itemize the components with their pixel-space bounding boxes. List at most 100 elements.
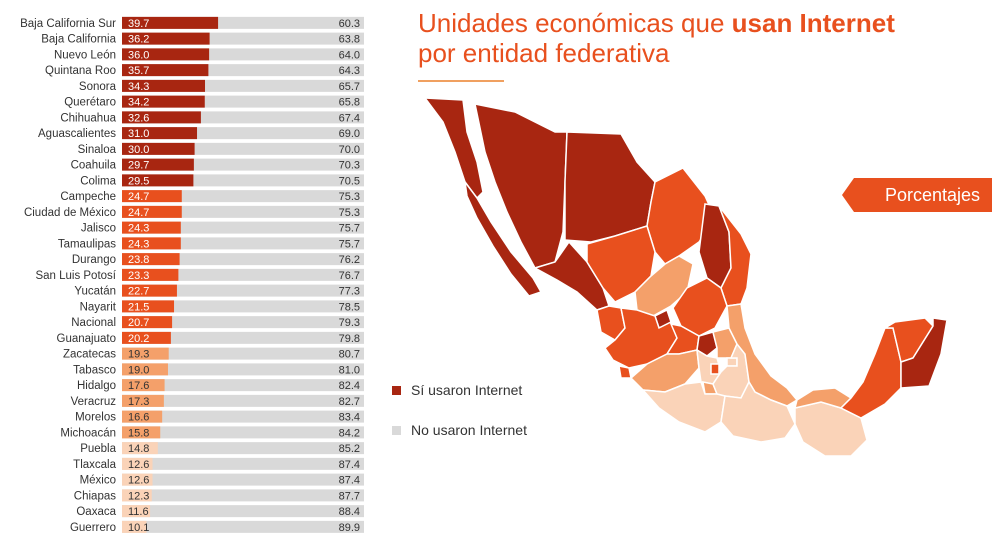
map-state-cdmx: [710, 363, 720, 375]
chart-title: Unidades económicas que usan Internet po…: [418, 8, 958, 68]
bar-no: [122, 253, 364, 266]
value-label-no: 87.4: [339, 459, 360, 471]
bar-no: [122, 363, 364, 376]
value-label-yes: 20.7: [128, 317, 149, 329]
value-label-yes: 24.7: [128, 207, 149, 219]
value-label-yes: 31.0: [128, 128, 149, 140]
value-label-no: 81.0: [339, 364, 360, 376]
map-state-chihuahua: [564, 131, 656, 243]
value-label-yes: 39.7: [128, 18, 149, 30]
map-state-quintana-roo: [900, 317, 948, 389]
value-label-no: 89.9: [339, 522, 360, 534]
bar-no: [122, 457, 364, 470]
bar-yes: [122, 64, 209, 77]
value-label-no: 65.7: [339, 81, 360, 93]
value-label-yes: 21.5: [128, 301, 149, 313]
value-label-no: 77.3: [339, 286, 360, 298]
units-badge: Porcentajes: [842, 178, 992, 212]
value-label-yes: 24.7: [128, 191, 149, 203]
value-label-no: 70.3: [339, 160, 360, 172]
value-label-yes: 17.3: [128, 396, 149, 408]
bar-yes: [122, 489, 152, 502]
category-label: Puebla: [80, 443, 116, 455]
bar-yes: [122, 363, 168, 376]
bar-no: [122, 205, 364, 218]
value-label-yes: 23.8: [128, 254, 149, 266]
category-label: Veracruz: [71, 396, 117, 408]
value-label-yes: 11.6: [128, 506, 149, 518]
value-label-no: 79.8: [339, 333, 360, 345]
category-label: Coahuila: [71, 160, 117, 172]
category-label: Jalisco: [81, 223, 116, 235]
value-label-no: 80.7: [339, 349, 360, 361]
legend-item-no: No usaron Internet: [392, 420, 527, 440]
category-label: Morelos: [75, 412, 116, 424]
bar-no: [122, 473, 364, 486]
bar-yes: [122, 127, 198, 140]
bar-yes: [122, 426, 161, 439]
value-label-yes: 12.3: [128, 490, 149, 502]
category-label: México: [80, 475, 116, 487]
mexico-map: [423, 97, 948, 457]
category-label: Ciudad de México: [24, 207, 116, 219]
bar-no: [122, 190, 364, 203]
value-label-yes: 34.3: [128, 81, 149, 93]
bar-yes: [122, 79, 206, 92]
category-label: Chihuahua: [60, 112, 116, 124]
value-label-no: 63.8: [339, 34, 360, 46]
bar-no: [122, 300, 364, 313]
bar-yes: [122, 174, 194, 187]
value-label-yes: 19.0: [128, 364, 149, 376]
title-line1-bold: usan Internet: [731, 8, 895, 38]
bar-no: [122, 442, 364, 455]
bar-yes: [122, 142, 195, 155]
value-label-yes: 35.7: [128, 65, 149, 77]
bar-chart: Baja California Sur 39.7 60.3 Baja Californ…: [20, 16, 364, 534]
bar-yes: [122, 410, 163, 423]
bar-no: [122, 237, 364, 250]
value-label-no: 65.8: [339, 97, 360, 109]
bar-no: [122, 426, 364, 439]
map-state-baja-california: [423, 97, 484, 200]
value-label-no: 67.4: [339, 112, 360, 124]
bar-yes: [122, 95, 205, 108]
bar-yes: [122, 237, 181, 250]
value-label-yes: 34.2: [128, 97, 149, 109]
category-label: Baja California: [41, 34, 116, 46]
value-label-no: 64.3: [339, 65, 360, 77]
category-label: Hidalgo: [77, 380, 116, 392]
bar-no: [122, 505, 364, 518]
map-state-campeche: [839, 327, 902, 419]
category-label: Nacional: [71, 317, 116, 329]
bar-yes: [122, 316, 173, 329]
title-line2: por entidad federativa: [418, 38, 670, 68]
bar-no: [122, 379, 364, 392]
bar-yes: [122, 190, 182, 203]
category-label: Sinaloa: [78, 144, 117, 156]
value-label-no: 76.2: [339, 254, 360, 266]
category-label: Chiapas: [74, 490, 116, 502]
bar-yes: [122, 331, 171, 344]
bar-yes: [122, 253, 180, 266]
value-label-no: 87.7: [339, 490, 360, 502]
legend-item-yes: Sí usaron Internet: [392, 380, 527, 400]
bar-no: [122, 331, 364, 344]
category-label: Zacatecas: [63, 349, 116, 361]
value-label-no: 82.4: [339, 380, 360, 392]
map-state-oaxaca: [720, 380, 796, 443]
bar-yes: [122, 284, 177, 297]
bar-yes: [122, 457, 153, 470]
bar-yes: [122, 300, 175, 313]
bar-yes: [122, 268, 179, 281]
legend-label-no: No usaron Internet: [411, 422, 527, 438]
bar-no: [122, 489, 364, 502]
legend-swatch-no: [392, 425, 401, 435]
category-label: Tlaxcala: [73, 459, 116, 471]
value-label-no: 84.2: [339, 427, 360, 439]
category-label: Tabasco: [73, 364, 116, 376]
value-label-yes: 12.6: [128, 459, 149, 471]
value-label-yes: 29.7: [128, 160, 149, 172]
category-label: Colima: [80, 175, 116, 187]
bar-yes: [122, 347, 169, 360]
value-label-yes: 23.3: [128, 270, 149, 282]
